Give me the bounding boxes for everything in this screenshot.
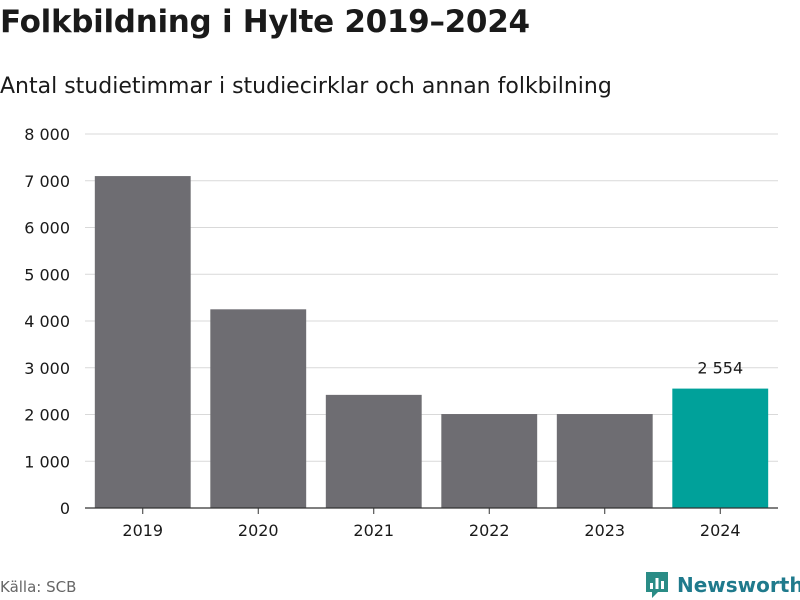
x-tick-label: 2023	[584, 521, 625, 540]
y-tick-label: 0	[60, 499, 70, 518]
y-tick-label: 7 000	[24, 172, 70, 191]
y-tick-label: 1 000	[24, 452, 70, 471]
y-tick-label: 4 000	[24, 312, 70, 331]
bar-2021	[325, 394, 422, 508]
bar-2024	[672, 388, 769, 508]
x-tick-label: 2024	[700, 521, 741, 540]
y-tick-label: 5 000	[24, 265, 70, 284]
brand-name: Newsworthy	[677, 573, 800, 597]
gridlines	[85, 133, 778, 462]
y-tick-label: 6 000	[24, 219, 70, 238]
data-label: 2 554	[697, 359, 743, 378]
chart-title: Folkbildning i Hylte 2019–2024	[0, 4, 530, 40]
x-tick-label: 2021	[353, 521, 394, 540]
bar-2019	[94, 176, 191, 508]
x-tick-label: 2020	[238, 521, 279, 540]
x-tick-label: 2019	[122, 521, 163, 540]
brand-logo: Newsworthy	[644, 570, 800, 600]
y-tick-label: 3 000	[24, 359, 70, 378]
source-note: Källa: SCB	[0, 578, 77, 596]
bar-chart-logo-icon	[646, 572, 668, 598]
labels: 0 1 000 2 000 3 000 4 000 5 000 6 000 7 000 8 00…	[24, 125, 743, 540]
chart-subtitle: Antal studietimmar i studiecirklar och a…	[0, 74, 612, 99]
bar-2020	[210, 309, 307, 508]
x-tick-label: 2022	[469, 521, 510, 540]
y-tick-label: 8 000	[24, 125, 70, 144]
bars	[94, 176, 769, 508]
bar-2022	[441, 414, 538, 508]
y-tick-label: 2 000	[24, 406, 70, 425]
axes	[85, 507, 778, 514]
bar-2023	[556, 414, 653, 508]
